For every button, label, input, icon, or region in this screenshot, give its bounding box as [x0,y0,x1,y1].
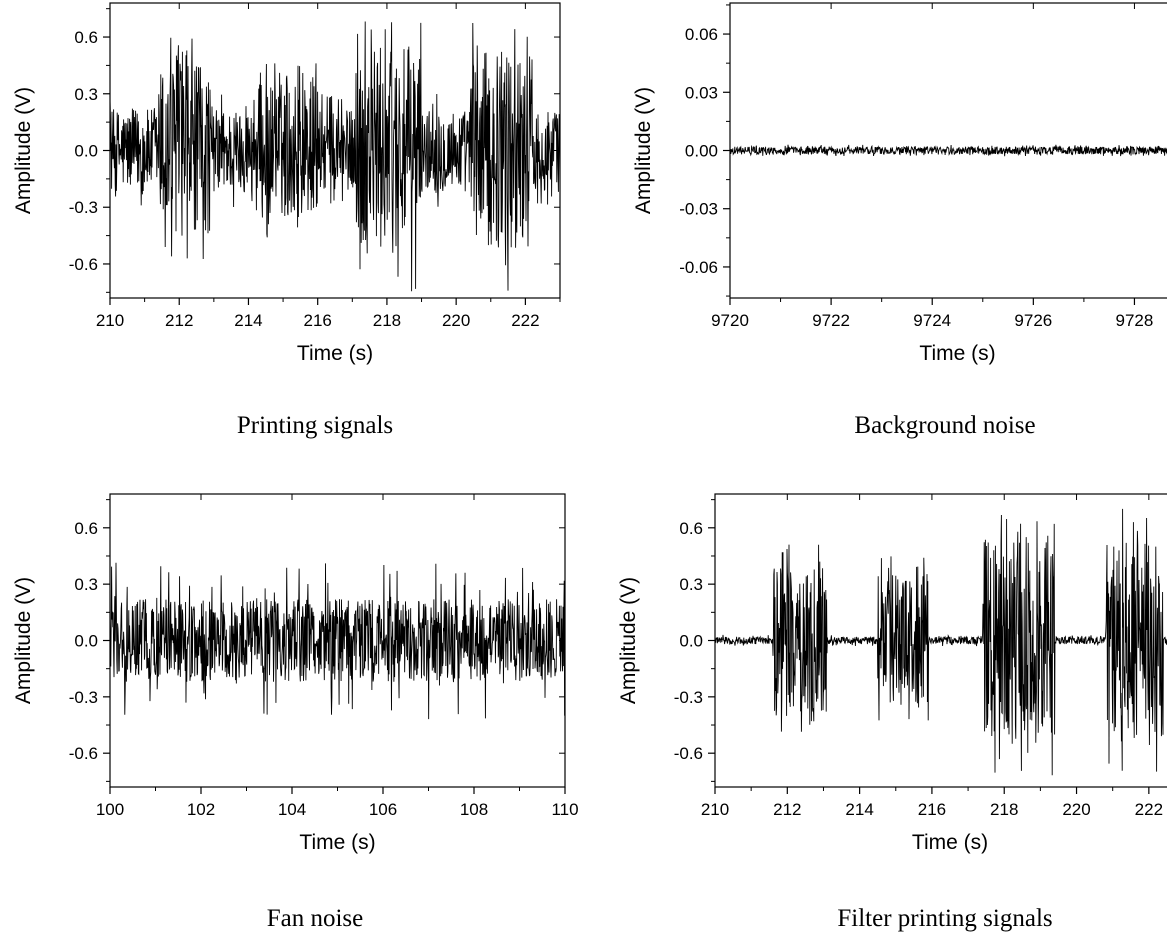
x-tick-label: 216 [918,800,946,819]
y-tick-label: 0.0 [74,632,98,651]
y-tick-label: 0.3 [74,85,98,104]
x-tick-label: 102 [187,800,215,819]
y-tick-label: -0.3 [69,198,98,217]
y-tick-label: 0.3 [74,575,98,594]
caption-background-noise: Background noise [854,412,1036,439]
x-axis-label: Time (s) [919,342,995,365]
x-axis-label: Time (s) [299,831,375,854]
y-tick-label: -0.6 [674,744,703,763]
y-tick-label: 0.0 [679,632,703,651]
y-tick-label: -0.3 [674,688,703,707]
x-tick-label: 210 [701,800,729,819]
x-tick-label: 9722 [812,311,850,330]
signal-trace [110,21,560,292]
y-tick-label: -0.3 [69,688,98,707]
x-tick-label: 216 [304,311,332,330]
y-axis-label: Amplitude (V) [12,577,35,704]
y-axis-label: Amplitude (V) [617,577,640,704]
x-tick-label: 222 [1135,800,1163,819]
x-tick-label: 210 [96,311,124,330]
y-tick-label: 0.6 [74,519,98,538]
chart-filter-printing-signals: 210 212 214 216 218 220 222 -0.6 -0.3 0.0 0.3 0.6 Ti… [617,493,1167,854]
chart-background-noise: 9720 9722 9724 9726 9728 -0.06 -0.03 0.00 0.03 0.… [632,2,1167,365]
x-tick-label: 110 [551,800,578,819]
y-tick-label: 0.00 [685,142,718,161]
caption-printing-signals: Printing signals [236,412,394,439]
x-tick-label: 218 [990,800,1018,819]
x-tick-label: 106 [369,800,397,819]
y-tick-label: 0.0 [74,142,98,161]
x-tick-label: 9728 [1116,311,1154,330]
y-tick-label: -0.6 [69,744,98,763]
chart-fan-noise: 100 102 104 106 108 110 -0.6 -0.3 0.0 0.3 0.6 Time … [12,493,579,854]
y-tick-label: -0.06 [679,258,718,277]
x-tick-label: 9726 [1014,311,1052,330]
x-tick-label: 9724 [913,311,951,330]
y-tick-label: -0.03 [679,200,718,219]
signal-trace [110,562,565,720]
y-tick-label: 0.06 [685,25,718,44]
y-tick-label: 0.03 [685,83,718,102]
x-tick-label: 100 [96,800,124,819]
signal-trace [730,144,1167,157]
chart-printing-signals: 210 212 214 216 218 220 222 -0.6 -0.3 0.0 0.3 0.6 Ti… [12,2,561,365]
x-tick-label: 212 [773,800,801,819]
x-tick-label: 220 [1062,800,1090,819]
x-tick-label: 9720 [711,311,749,330]
x-axis-label: Time (s) [297,342,373,365]
x-tick-label: 222 [511,311,539,330]
x-tick-label: 104 [278,800,306,819]
y-tick-label: 0.3 [679,575,703,594]
x-tick-label: 214 [234,311,262,330]
caption-fan-noise: Fan noise [266,905,364,932]
x-tick-label: 218 [373,311,401,330]
y-tick-label: 0.6 [679,519,703,538]
x-tick-label: 220 [442,311,470,330]
y-axis-label: Amplitude (V) [632,87,655,214]
x-axis-label: Time (s) [912,831,988,854]
y-tick-label: 0.6 [74,28,98,47]
y-axis-label: Amplitude (V) [12,87,35,214]
caption-filter-printing-signals: Filter printing signals [837,905,1053,932]
x-tick-label: 214 [845,800,873,819]
y-tick-label: -0.6 [69,255,98,274]
x-tick-label: 108 [460,800,488,819]
x-tick-label: 212 [165,311,193,330]
signal-trace [715,508,1167,776]
